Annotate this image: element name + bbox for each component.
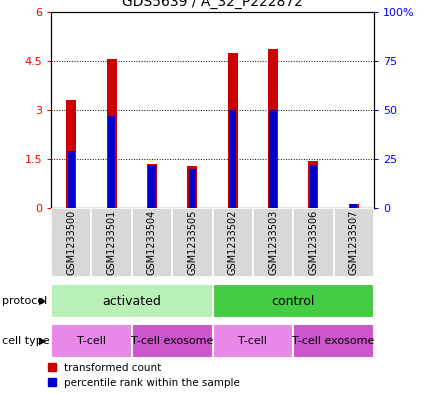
Text: GSM1233504: GSM1233504 xyxy=(147,210,157,275)
Bar xyxy=(309,161,318,208)
FancyBboxPatch shape xyxy=(334,208,374,277)
FancyBboxPatch shape xyxy=(132,324,212,358)
FancyBboxPatch shape xyxy=(253,208,293,277)
Text: T-cell exosome: T-cell exosome xyxy=(292,336,375,346)
FancyBboxPatch shape xyxy=(293,324,374,358)
Text: GSM1233507: GSM1233507 xyxy=(349,210,359,275)
Text: GSM1233502: GSM1233502 xyxy=(228,210,238,275)
Text: activated: activated xyxy=(102,294,161,308)
FancyBboxPatch shape xyxy=(132,208,172,277)
Bar xyxy=(187,166,197,208)
Text: GSM1233503: GSM1233503 xyxy=(268,210,278,275)
FancyBboxPatch shape xyxy=(172,208,212,277)
Bar xyxy=(228,53,238,208)
Text: ▶: ▶ xyxy=(39,296,46,306)
FancyBboxPatch shape xyxy=(212,208,253,277)
FancyBboxPatch shape xyxy=(51,324,132,358)
Text: ▶: ▶ xyxy=(39,336,46,346)
FancyBboxPatch shape xyxy=(51,284,212,318)
Bar xyxy=(310,165,317,208)
FancyBboxPatch shape xyxy=(293,208,334,277)
FancyBboxPatch shape xyxy=(91,208,132,277)
Bar xyxy=(229,110,236,208)
Bar xyxy=(189,169,196,208)
Text: control: control xyxy=(272,294,315,308)
Bar xyxy=(148,165,156,208)
Text: T-cell: T-cell xyxy=(77,336,106,346)
Text: GSM1233501: GSM1233501 xyxy=(107,210,116,275)
Bar xyxy=(268,50,278,208)
Text: GSM1233505: GSM1233505 xyxy=(187,210,197,275)
Bar xyxy=(108,116,115,208)
Bar xyxy=(350,204,357,208)
Text: GSM1233506: GSM1233506 xyxy=(309,210,318,275)
FancyBboxPatch shape xyxy=(51,208,91,277)
Title: GDS5639 / A_32_P222872: GDS5639 / A_32_P222872 xyxy=(122,0,303,9)
Text: T-cell: T-cell xyxy=(238,336,267,346)
Bar xyxy=(68,151,75,208)
Bar xyxy=(349,204,359,208)
Legend: transformed count, percentile rank within the sample: transformed count, percentile rank withi… xyxy=(48,363,240,388)
Text: GSM1233500: GSM1233500 xyxy=(66,210,76,275)
Text: T-cell exosome: T-cell exosome xyxy=(131,336,213,346)
Text: protocol: protocol xyxy=(2,296,47,306)
Bar xyxy=(66,100,76,208)
Text: cell type: cell type xyxy=(2,336,50,346)
FancyBboxPatch shape xyxy=(212,284,374,318)
Bar xyxy=(147,164,157,208)
Bar xyxy=(269,110,277,208)
Bar xyxy=(107,59,116,208)
FancyBboxPatch shape xyxy=(212,324,293,358)
